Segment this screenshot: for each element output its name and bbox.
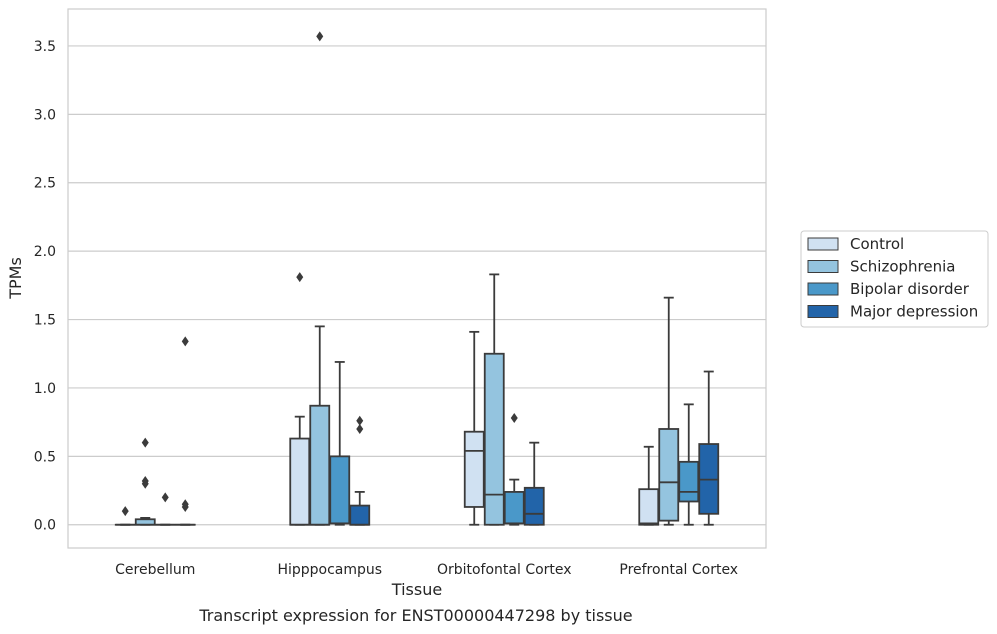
box bbox=[658, 296, 680, 526]
outlier-point bbox=[181, 501, 189, 512]
y-axis-ticks: 0.0 0.5 1.0 1.5 2.0 2.5 3.0 3.5 bbox=[34, 39, 56, 534]
box bbox=[698, 370, 720, 526]
outlier-point bbox=[141, 475, 149, 486]
box-body bbox=[309, 404, 331, 526]
y-tick-label: 2.5 bbox=[34, 176, 56, 192]
legend-swatch bbox=[807, 260, 839, 273]
legend-swatch bbox=[807, 305, 839, 318]
y-tick-label: 1.5 bbox=[34, 313, 56, 329]
box-body bbox=[638, 488, 660, 526]
outlier-point bbox=[296, 272, 304, 283]
y-axis-label: TPMs bbox=[6, 257, 25, 300]
y-tick-label: 3.0 bbox=[34, 107, 56, 123]
legend: Control Schizophrenia Bipolar disorder Majo… bbox=[800, 230, 989, 328]
box bbox=[463, 330, 485, 526]
x-tick-label: Cerebellum bbox=[115, 562, 195, 578]
y-tick-label: 3.5 bbox=[34, 39, 56, 55]
box-plot-series bbox=[114, 31, 720, 526]
outlier-point bbox=[121, 506, 129, 517]
box-body bbox=[658, 428, 680, 522]
legend-label: Bipolar disorder bbox=[850, 280, 970, 298]
outlier-point bbox=[181, 336, 189, 347]
box-body bbox=[349, 504, 371, 526]
y-tick-label: 2.0 bbox=[34, 244, 56, 260]
box bbox=[154, 492, 176, 526]
x-tick-label: Prefrontal Cortex bbox=[619, 562, 738, 578]
box bbox=[174, 336, 196, 526]
y-tick-label: 0.0 bbox=[34, 518, 56, 534]
y-tick-label: 1.0 bbox=[34, 381, 56, 397]
outlier-point bbox=[356, 423, 364, 434]
legend-frame bbox=[800, 230, 989, 328]
outlier-point bbox=[316, 31, 324, 42]
box bbox=[483, 273, 505, 526]
box bbox=[523, 441, 545, 526]
box-body bbox=[678, 460, 700, 503]
legend-swatch bbox=[807, 282, 839, 296]
outlier-point bbox=[356, 415, 364, 426]
chart-caption: Transcript expression for ENST0000044729… bbox=[199, 606, 633, 625]
outlier-point bbox=[161, 492, 169, 503]
box-body bbox=[523, 486, 545, 526]
box bbox=[638, 445, 660, 526]
x-axis-label: Tissue bbox=[391, 580, 442, 599]
box bbox=[678, 403, 700, 526]
box-body bbox=[329, 455, 351, 525]
outlier-point bbox=[510, 413, 518, 424]
box bbox=[309, 31, 331, 526]
legend-swatch bbox=[807, 237, 839, 251]
x-axis-ticks: Cerebellum Hipppocampus Orbitofontal Corte… bbox=[115, 562, 738, 578]
box-body bbox=[483, 352, 505, 526]
box bbox=[503, 413, 525, 526]
box-body bbox=[503, 491, 525, 525]
box-body bbox=[289, 437, 311, 526]
box bbox=[134, 437, 156, 526]
x-tick-label: Hipppocampus bbox=[277, 562, 382, 578]
box bbox=[289, 272, 311, 526]
legend-label: Control bbox=[850, 235, 904, 253]
outlier-point bbox=[141, 437, 149, 448]
plot-frame bbox=[67, 8, 767, 549]
box-body bbox=[463, 430, 485, 508]
grid-lines bbox=[68, 45, 766, 526]
x-tick-label: Orbitofontal Cortex bbox=[437, 562, 572, 578]
box bbox=[329, 361, 351, 526]
legend-label: Major depression bbox=[850, 303, 978, 321]
y-tick-label: 0.5 bbox=[34, 449, 56, 465]
box bbox=[114, 506, 136, 526]
box bbox=[349, 415, 371, 526]
legend-label: Schizophrenia bbox=[850, 258, 955, 276]
